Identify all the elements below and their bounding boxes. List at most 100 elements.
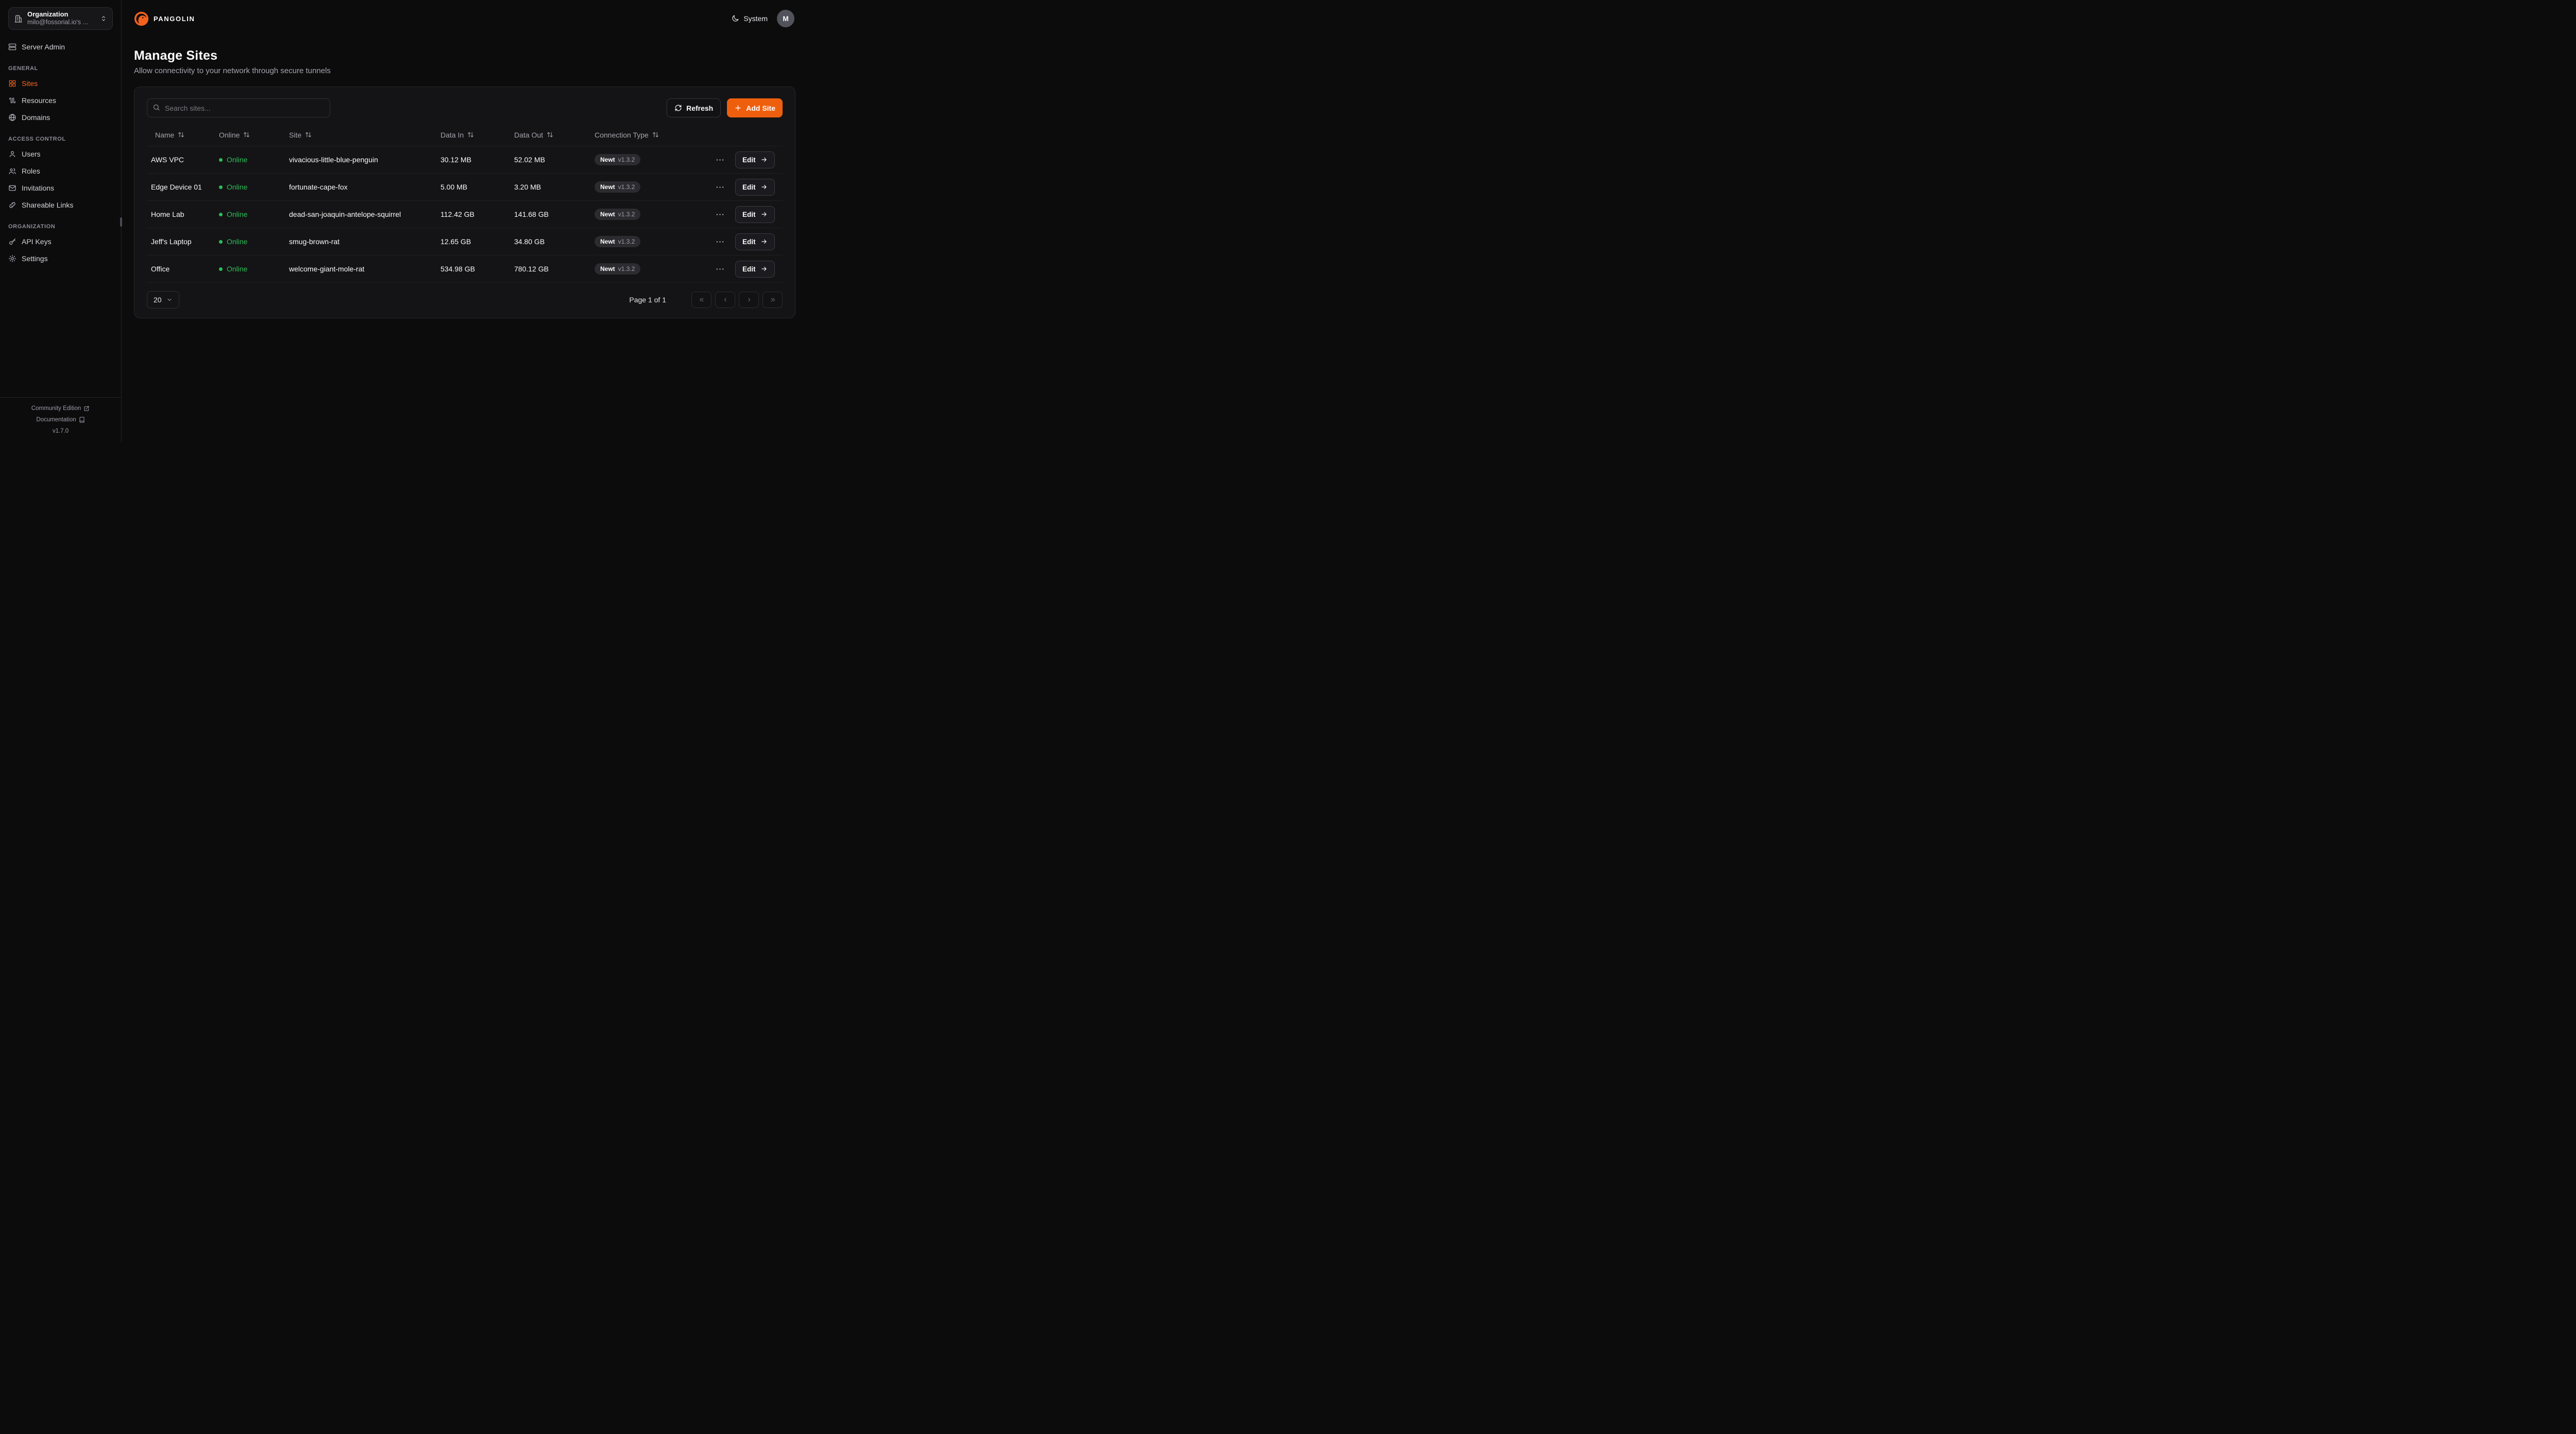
- row-menu-button[interactable]: ⋯: [713, 263, 728, 276]
- table-row: Home Lab Online dead-san-joaquin-antelop…: [147, 201, 783, 228]
- building-icon: [14, 14, 23, 23]
- community-edition-link[interactable]: Community Edition: [0, 403, 121, 414]
- arrow-right-icon: [760, 156, 768, 163]
- arrow-right-icon: [760, 211, 768, 218]
- connection-type-badge: Newt v1.3.2: [595, 209, 641, 220]
- site-slug: vivacious-little-blue-penguin: [289, 156, 378, 164]
- community-edition-label: Community Edition: [31, 405, 81, 412]
- column-header-name[interactable]: Name: [147, 131, 219, 139]
- connection-type-cell: Newt v1.3.2: [595, 236, 713, 247]
- page-size-select[interactable]: 20: [147, 291, 179, 309]
- sidebar-item-label: Invitations: [22, 183, 55, 192]
- arrow-right-icon: [760, 265, 768, 272]
- connection-version: v1.3.2: [618, 156, 635, 163]
- sidebar-item-roles[interactable]: Roles: [4, 162, 117, 179]
- sidebar-resize-handle[interactable]: [120, 217, 122, 227]
- row-menu-button[interactable]: ⋯: [713, 235, 728, 248]
- connection-version: v1.3.2: [618, 238, 635, 245]
- site-status: Online: [219, 237, 289, 246]
- online-dot-icon: [219, 158, 223, 162]
- data-out-value: 141.68 GB: [514, 210, 549, 218]
- chevron-down-icon: [166, 297, 173, 303]
- site-name: Jeff's Laptop: [151, 237, 192, 246]
- sidebar-item-shareable-links[interactable]: Shareable Links: [4, 196, 117, 213]
- data-out-value: 3.20 MB: [514, 183, 541, 191]
- column-label: Online: [219, 130, 240, 139]
- data-in-value: 30.12 MB: [440, 156, 471, 164]
- section-label-access-control: ACCESS CONTROL: [8, 136, 66, 142]
- row-edit-cell: Edit: [735, 178, 783, 196]
- row-edit-cell: Edit: [735, 151, 783, 168]
- users-icon: [8, 167, 16, 175]
- connection-type-badge: Newt v1.3.2: [595, 181, 641, 193]
- sort-icon: [467, 131, 474, 138]
- page-subtitle: Allow connectivity to your network throu…: [134, 66, 331, 75]
- sort-icon: [652, 131, 659, 138]
- sidebar-item-api-keys[interactable]: API Keys: [4, 233, 117, 250]
- column-header-data-in[interactable]: Data In: [440, 131, 514, 139]
- sidebar-item-domains[interactable]: Domains: [4, 109, 117, 126]
- edit-button[interactable]: Edit: [735, 151, 775, 168]
- theme-label: System: [743, 14, 768, 23]
- sidebar-item-label: Domains: [22, 113, 50, 122]
- link-icon: [8, 201, 16, 209]
- column-header-online[interactable]: Online: [219, 131, 289, 139]
- connection-type-badge: Newt v1.3.2: [595, 236, 641, 247]
- pangolin-logo-icon: [134, 11, 149, 26]
- main-area: PANGOLIN System M Manage Sites Allow con…: [122, 0, 808, 443]
- search-input[interactable]: [147, 98, 330, 117]
- add-site-button[interactable]: Add Site: [727, 98, 783, 117]
- online-label: Online: [227, 156, 248, 164]
- edit-button[interactable]: Edit: [735, 260, 775, 278]
- row-menu-button[interactable]: ⋯: [713, 208, 728, 221]
- data-out-value: 34.80 GB: [514, 237, 545, 246]
- online-label: Online: [227, 210, 248, 218]
- site-status: Online: [219, 183, 289, 191]
- first-page-button[interactable]: [691, 292, 711, 308]
- panel-toolbar: Refresh Add Site: [147, 98, 783, 117]
- sidebar-item-users[interactable]: Users: [4, 145, 117, 162]
- column-header-data-out[interactable]: Data Out: [514, 131, 595, 139]
- chevrons-up-down-icon: [100, 15, 107, 22]
- column-header-connection-type[interactable]: Connection Type: [595, 131, 713, 139]
- site-name: Office: [151, 265, 170, 273]
- documentation-link[interactable]: Documentation: [0, 414, 121, 425]
- sidebar-item-server-admin[interactable]: Server Admin: [4, 38, 117, 55]
- org-switcher[interactable]: Organization milo@fossorial.io's ...: [8, 7, 113, 30]
- edit-button[interactable]: Edit: [735, 178, 775, 196]
- app-root: Organization milo@fossorial.io's ... Ser…: [0, 0, 808, 443]
- sort-icon: [547, 131, 553, 138]
- table-row: Office Online welcome-giant-mole-rat 534…: [147, 255, 783, 283]
- edit-button[interactable]: Edit: [735, 206, 775, 223]
- sidebar: Organization milo@fossorial.io's ... Ser…: [0, 0, 122, 443]
- sidebar-item-invitations[interactable]: Invitations: [4, 179, 117, 196]
- gear-icon: [8, 254, 16, 263]
- row-menu-button[interactable]: ⋯: [713, 181, 728, 194]
- sites-icon: [8, 79, 16, 88]
- sidebar-item-resources[interactable]: Resources: [4, 92, 117, 109]
- sidebar-item-settings[interactable]: Settings: [4, 250, 117, 267]
- connection-type-cell: Newt v1.3.2: [595, 154, 713, 165]
- add-site-label: Add Site: [746, 104, 775, 112]
- user-icon: [8, 150, 16, 158]
- online-dot-icon: [219, 240, 223, 244]
- avatar[interactable]: M: [777, 10, 794, 27]
- edit-button[interactable]: Edit: [735, 233, 775, 250]
- org-switcher-label: Organization: [27, 10, 69, 19]
- last-page-button[interactable]: [762, 292, 783, 308]
- next-page-button[interactable]: [739, 292, 759, 308]
- refresh-label: Refresh: [686, 104, 714, 112]
- data-in-value: 5.00 MB: [440, 183, 468, 191]
- column-header-site[interactable]: Site: [289, 131, 440, 139]
- row-menu-button[interactable]: ⋯: [713, 153, 728, 166]
- connection-name: Newt: [600, 238, 615, 245]
- data-out-value: 52.02 MB: [514, 156, 545, 164]
- column-label: Data In: [440, 130, 464, 139]
- previous-page-button[interactable]: [715, 292, 735, 308]
- site-slug: fortunate-cape-fox: [289, 183, 348, 191]
- connection-version: v1.3.2: [618, 265, 635, 272]
- sidebar-item-label: Settings: [22, 254, 48, 263]
- refresh-button[interactable]: Refresh: [667, 98, 721, 117]
- theme-toggle[interactable]: System: [731, 14, 768, 23]
- sidebar-item-sites[interactable]: Sites: [4, 75, 117, 92]
